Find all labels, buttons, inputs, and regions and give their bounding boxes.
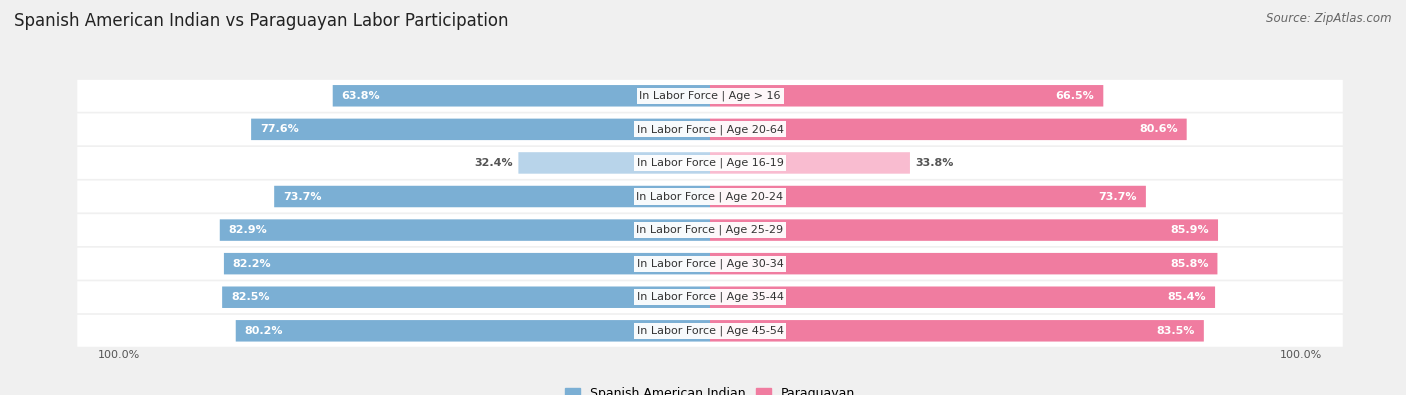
Text: In Labor Force | Age 45-54: In Labor Force | Age 45-54: [637, 325, 783, 336]
Text: In Labor Force | Age 16-19: In Labor Force | Age 16-19: [637, 158, 783, 168]
Text: 77.6%: 77.6%: [260, 124, 299, 134]
FancyBboxPatch shape: [224, 253, 710, 275]
FancyBboxPatch shape: [77, 281, 1343, 313]
FancyBboxPatch shape: [710, 320, 1204, 342]
Text: 85.8%: 85.8%: [1170, 259, 1209, 269]
Legend: Spanish American Indian, Paraguayan: Spanish American Indian, Paraguayan: [565, 387, 855, 395]
FancyBboxPatch shape: [77, 315, 1343, 347]
FancyBboxPatch shape: [252, 118, 710, 140]
Text: In Labor Force | Age 20-24: In Labor Force | Age 20-24: [637, 191, 783, 202]
Text: 82.9%: 82.9%: [229, 225, 267, 235]
Text: In Labor Force | Age 20-64: In Labor Force | Age 20-64: [637, 124, 783, 135]
Text: 33.8%: 33.8%: [915, 158, 955, 168]
Text: 82.5%: 82.5%: [231, 292, 270, 302]
Text: In Labor Force | Age 30-34: In Labor Force | Age 30-34: [637, 258, 783, 269]
FancyBboxPatch shape: [77, 248, 1343, 280]
FancyBboxPatch shape: [77, 147, 1343, 179]
FancyBboxPatch shape: [710, 253, 1218, 275]
FancyBboxPatch shape: [710, 286, 1215, 308]
FancyBboxPatch shape: [222, 286, 710, 308]
FancyBboxPatch shape: [710, 152, 910, 174]
FancyBboxPatch shape: [77, 214, 1343, 246]
FancyBboxPatch shape: [274, 186, 710, 207]
FancyBboxPatch shape: [710, 118, 1187, 140]
Text: Spanish American Indian vs Paraguayan Labor Participation: Spanish American Indian vs Paraguayan La…: [14, 12, 509, 30]
FancyBboxPatch shape: [710, 219, 1218, 241]
Text: 85.4%: 85.4%: [1167, 292, 1206, 302]
FancyBboxPatch shape: [333, 85, 710, 107]
FancyBboxPatch shape: [710, 186, 1146, 207]
Text: 73.7%: 73.7%: [283, 192, 322, 201]
FancyBboxPatch shape: [236, 320, 710, 342]
Text: 73.7%: 73.7%: [1098, 192, 1137, 201]
Text: In Labor Force | Age 25-29: In Labor Force | Age 25-29: [637, 225, 783, 235]
FancyBboxPatch shape: [219, 219, 710, 241]
FancyBboxPatch shape: [77, 181, 1343, 213]
Text: 80.6%: 80.6%: [1139, 124, 1178, 134]
Text: 80.2%: 80.2%: [245, 326, 283, 336]
FancyBboxPatch shape: [710, 85, 1104, 107]
Text: 83.5%: 83.5%: [1157, 326, 1195, 336]
Text: In Labor Force | Age 35-44: In Labor Force | Age 35-44: [637, 292, 783, 303]
Text: Source: ZipAtlas.com: Source: ZipAtlas.com: [1267, 12, 1392, 25]
Text: 63.8%: 63.8%: [342, 91, 380, 101]
Text: 82.2%: 82.2%: [233, 259, 271, 269]
FancyBboxPatch shape: [77, 113, 1343, 145]
FancyBboxPatch shape: [519, 152, 710, 174]
FancyBboxPatch shape: [77, 80, 1343, 112]
Text: In Labor Force | Age > 16: In Labor Force | Age > 16: [640, 90, 780, 101]
Text: 66.5%: 66.5%: [1056, 91, 1094, 101]
Text: 32.4%: 32.4%: [474, 158, 513, 168]
Text: 85.9%: 85.9%: [1170, 225, 1209, 235]
